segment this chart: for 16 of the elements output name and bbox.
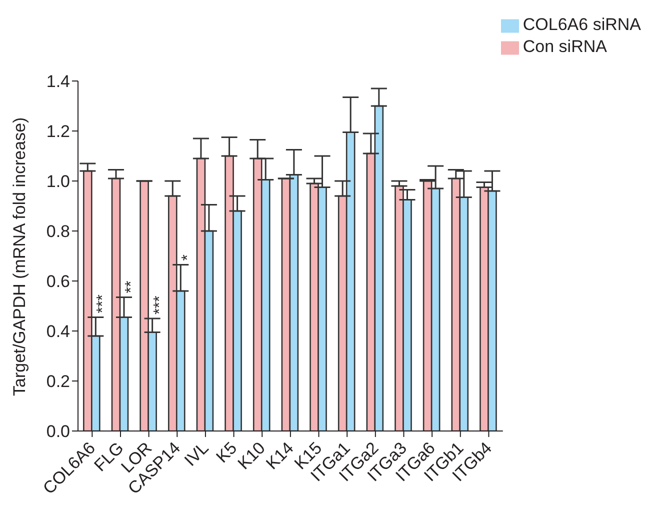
y-tick-label: 0.4 [46,322,70,342]
annotation: * [180,254,197,261]
legend-label: COL6A6 siRNA [522,15,641,34]
y-tick-label: 0.6 [46,272,70,292]
annotation: *** [94,294,112,314]
x-tick-label: IVL [180,438,212,470]
legend-label: Con siRNA [522,37,607,56]
y-tick-label: 1.0 [46,172,70,192]
y-tick-label: 1.4 [46,72,70,92]
annotation: ** [122,280,140,294]
annotation: *** [151,296,168,314]
y-tick-label: 1.2 [46,122,70,142]
y-tick-label: 0.8 [46,222,70,242]
y-tick-label: 0.0 [46,422,70,442]
y-tick-label: 0.2 [46,372,70,392]
y-axis-title: Target/GAPDH (mRNA fold increase) [10,117,30,396]
